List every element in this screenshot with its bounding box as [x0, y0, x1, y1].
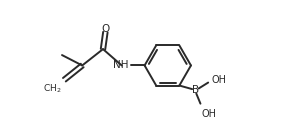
Text: CH$_2$: CH$_2$ — [43, 82, 62, 95]
Text: OH: OH — [212, 76, 227, 86]
Text: B: B — [192, 85, 199, 95]
Text: NH: NH — [113, 61, 128, 70]
Text: OH: OH — [201, 109, 216, 119]
Text: O: O — [101, 24, 109, 34]
